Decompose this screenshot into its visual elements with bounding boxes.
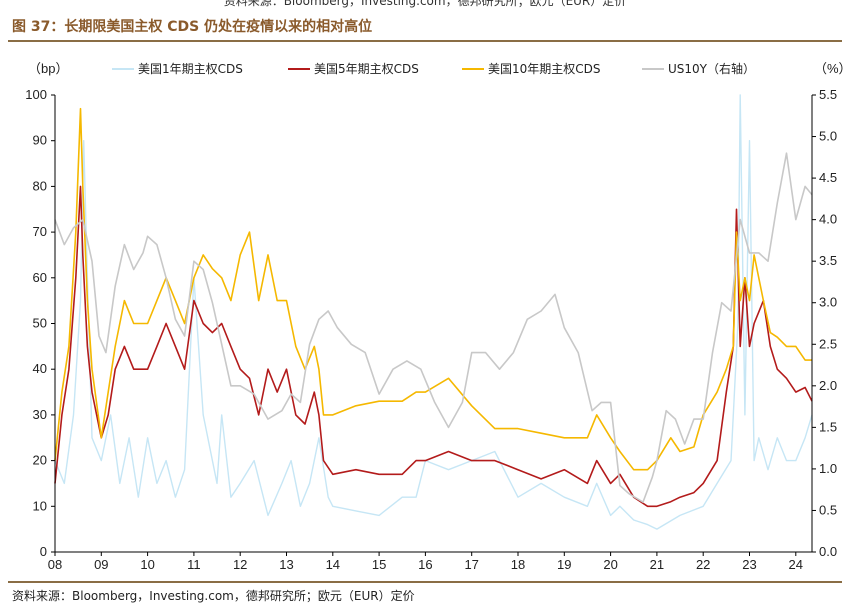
left-tick-label: 50	[33, 316, 47, 331]
left-tick-label: 20	[33, 453, 47, 468]
right-tick-label: 4.5	[819, 170, 837, 185]
left-tick-label: 30	[33, 407, 47, 422]
right-tick-label: 2.0	[819, 378, 837, 393]
footer-source: 资料来源：Bloomberg，Investing.com，德邦研究所；欧元（EU…	[12, 589, 415, 603]
legend-label-4: US10Y（右轴）	[668, 61, 755, 76]
left-tick-label: 100	[25, 87, 47, 102]
x-tick-label: 19	[557, 557, 571, 572]
x-tick-label: 17	[464, 557, 478, 572]
series-line-1	[54, 94, 813, 530]
right-tick-label: 1.0	[819, 461, 837, 476]
left-tick-label: 90	[33, 133, 47, 148]
x-tick-label: 24	[789, 557, 803, 572]
x-tick-label: 23	[742, 557, 756, 572]
right-tick-label: 4.0	[819, 212, 837, 227]
x-tick-label: 10	[140, 557, 154, 572]
top-source-note: 资料来源：Bloomberg，Investing.com，德邦研究所；欧元（EU…	[223, 0, 627, 8]
left-tick-label: 80	[33, 178, 47, 193]
x-tick-label: 09	[94, 557, 108, 572]
x-tick-label: 14	[326, 557, 340, 572]
right-tick-label: 1.5	[819, 419, 837, 434]
x-tick-label: 18	[511, 557, 525, 572]
figure-title-bar: 图 37：长期限美国主权 CDS 仍处在疫情以来的相对高位	[8, 14, 842, 42]
x-tick-label: 08	[48, 557, 62, 572]
x-tick-label: 15	[372, 557, 386, 572]
left-axis-unit: （bp）	[28, 61, 68, 76]
left-tick-label: 60	[33, 270, 47, 285]
series-line-4	[54, 152, 813, 503]
right-tick-label: 5.5	[819, 87, 837, 102]
left-tick-label: 40	[33, 361, 47, 376]
x-tick-label: 20	[603, 557, 617, 572]
left-tick-label: 0	[40, 544, 47, 559]
axes-layer: 0 10 20 30 40 50 60 70 80 90 100 0.0 0.5 1.0 1.5 2.0 2.5…	[25, 87, 837, 572]
legend-label-3: 美国10年期主权CDS	[488, 62, 601, 76]
right-tick-label: 0.0	[819, 544, 837, 559]
legend: 美国1年期主权CDS 美国5年期主权CDS 美国10年期主权CDS US10Y（右轴）	[112, 61, 755, 76]
figure-title: 图 37：长期限美国主权 CDS 仍处在疫情以来的相对高位	[12, 19, 373, 35]
right-tick-label: 2.5	[819, 336, 837, 351]
series-line-2	[54, 185, 813, 508]
right-tick-label: 3.0	[819, 295, 837, 310]
right-tick-label: 0.5	[819, 502, 837, 517]
left-tick-label: 70	[33, 224, 47, 239]
legend-label-1: 美国1年期主权CDS	[138, 62, 243, 76]
right-tick-label: 5.0	[819, 129, 837, 144]
x-tick-label: 21	[650, 557, 664, 572]
series-line-3	[54, 107, 812, 471]
series-layer	[54, 94, 813, 530]
x-tick-label: 22	[696, 557, 710, 572]
x-tick-label: 13	[279, 557, 293, 572]
footer-rule	[8, 581, 842, 583]
x-tick-label: 16	[418, 557, 432, 572]
right-axis-unit: （%）	[814, 61, 850, 76]
left-tick-label: 10	[33, 498, 47, 513]
x-tick-label: 12	[233, 557, 247, 572]
right-tick-label: 3.5	[819, 253, 837, 268]
x-tick-label: 11	[187, 557, 201, 572]
legend-label-2: 美国5年期主权CDS	[314, 62, 419, 76]
